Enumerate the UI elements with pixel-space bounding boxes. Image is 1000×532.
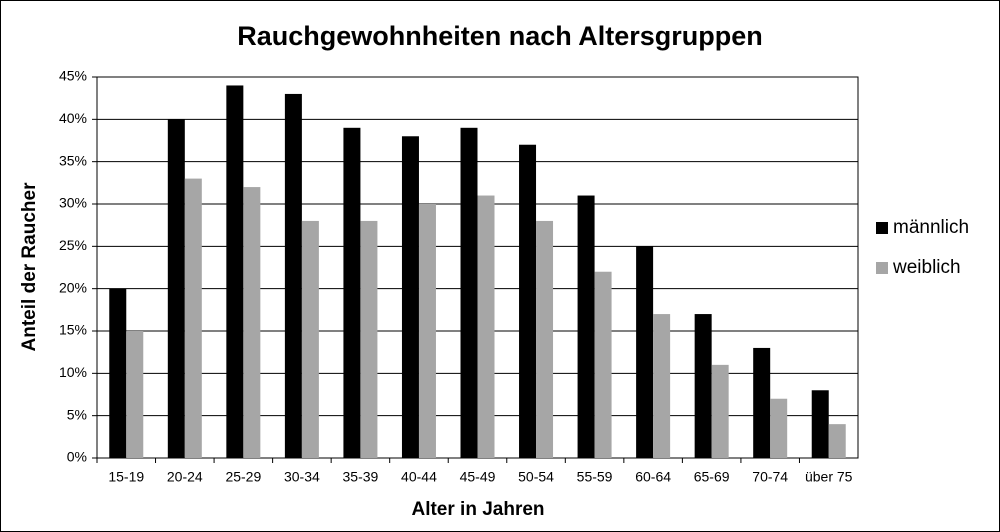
bar — [753, 347, 771, 458]
bar — [184, 178, 202, 458]
bar — [401, 136, 419, 458]
x-tick-label: 60-64 — [635, 469, 671, 485]
x-tick-label: 65-69 — [694, 469, 730, 485]
bar — [828, 424, 846, 458]
y-tick-label: 20% — [59, 279, 87, 295]
x-axis-label: Alter in Jahren — [411, 499, 544, 520]
x-tick-label: 25-29 — [225, 469, 261, 485]
bar — [636, 246, 654, 458]
bar — [243, 187, 261, 459]
x-tick-label: 55-59 — [577, 469, 613, 485]
legend-swatch — [876, 222, 888, 234]
y-axis-label: Anteil der Raucher — [19, 182, 40, 352]
y-tick-label: 15% — [59, 322, 87, 338]
y-tick-label: 45% — [59, 68, 87, 84]
bar — [594, 271, 612, 458]
bar — [360, 220, 378, 458]
bar — [226, 85, 244, 458]
chart-title: Rauchgewohnheiten nach Altersgruppen — [237, 21, 763, 51]
y-tick-label: 25% — [59, 237, 87, 253]
legend-label: männlich — [893, 217, 969, 238]
bar — [536, 220, 554, 458]
bar — [460, 127, 478, 459]
y-tick-label: 30% — [59, 195, 87, 211]
bar — [694, 314, 712, 458]
x-tick-label: 50-54 — [518, 469, 554, 485]
bar — [811, 390, 829, 458]
y-tick-label: 40% — [59, 110, 87, 126]
bar — [167, 119, 185, 458]
y-tick-label: 35% — [59, 152, 87, 168]
bar — [653, 314, 671, 458]
y-tick-label: 0% — [67, 449, 87, 465]
legend-swatch — [876, 262, 888, 274]
x-tick-label: 35-39 — [343, 469, 379, 485]
bar — [477, 195, 495, 459]
bar — [301, 220, 319, 458]
bar — [126, 331, 144, 458]
x-tick-label: 20-24 — [167, 469, 203, 485]
x-tick-label: 15-19 — [108, 469, 144, 485]
x-tick-label: 45-49 — [460, 469, 496, 485]
bar — [284, 93, 302, 458]
bar — [343, 127, 361, 459]
bar — [711, 364, 729, 458]
x-tick-label: 30-34 — [284, 469, 320, 485]
y-tick-label: 10% — [59, 364, 87, 380]
y-tick-label: 5% — [67, 406, 87, 422]
bar — [519, 144, 537, 458]
bar — [577, 195, 595, 459]
bar — [109, 288, 127, 458]
bar — [418, 204, 436, 458]
x-tick-label: 40-44 — [401, 469, 437, 485]
x-tick-label: 70-74 — [752, 469, 788, 485]
x-tick-label: über 75 — [805, 469, 853, 485]
legend-label: weiblich — [892, 257, 961, 278]
bar — [770, 398, 788, 458]
